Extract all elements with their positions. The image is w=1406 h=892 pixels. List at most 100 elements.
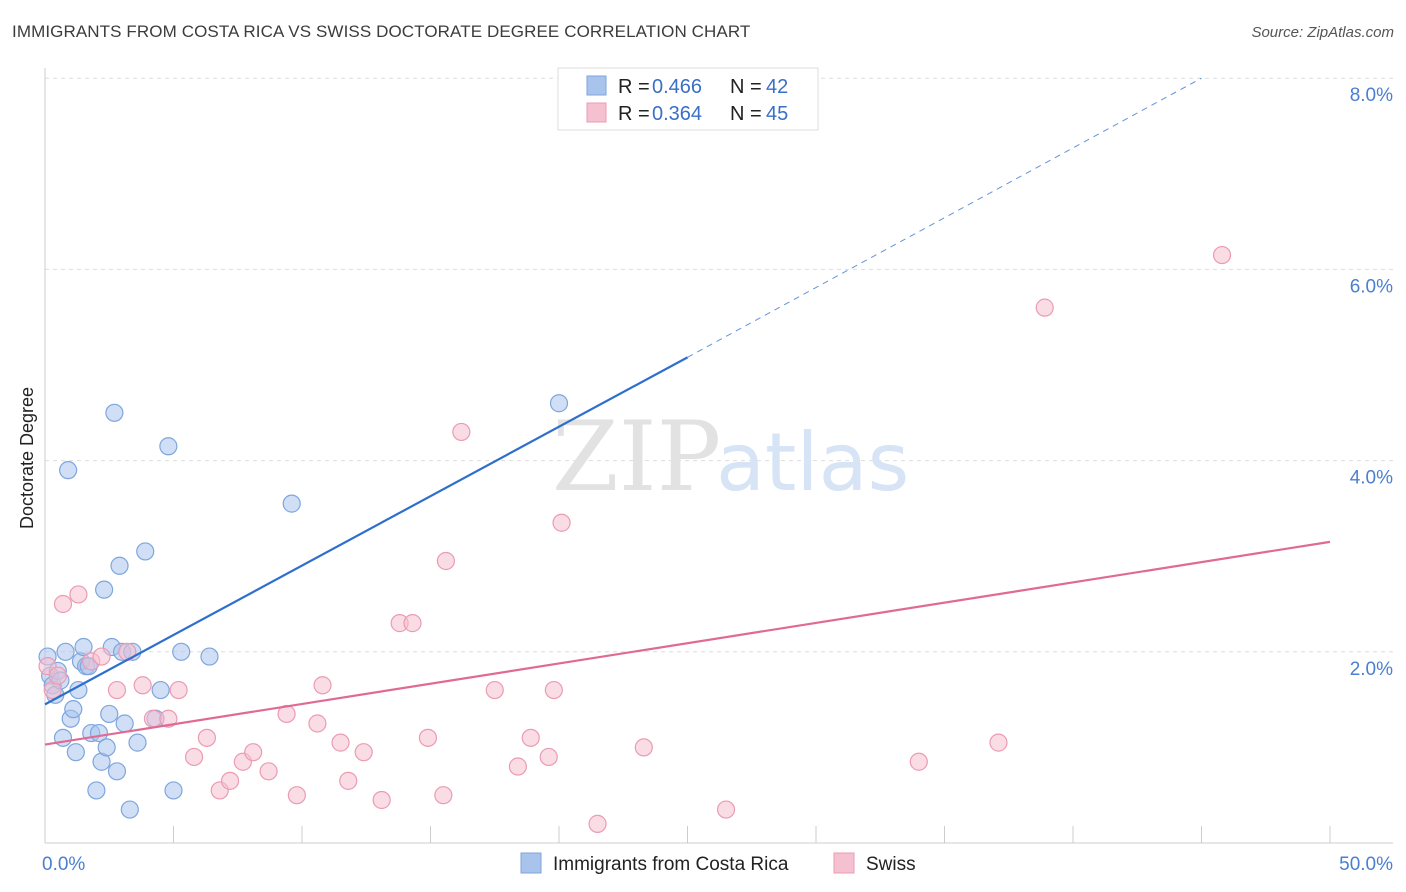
x-tick-label-1: 50.0% (1339, 854, 1393, 875)
source-credit: Source: ZipAtlas.com (1251, 24, 1394, 41)
point-pink-23 (313, 676, 332, 695)
point-pink-14 (197, 728, 217, 747)
point-pink-12 (169, 680, 188, 700)
point-pink-24 (331, 733, 350, 752)
point-pink-11 (159, 709, 178, 728)
point-pink-18 (244, 743, 263, 762)
legend-swatch-blue (586, 75, 607, 96)
point-pink-27 (372, 790, 391, 810)
point-pink-32 (436, 551, 456, 571)
legend-r-label-pink: R = (618, 103, 650, 125)
legend-r-value-blue: 0.466 (652, 76, 702, 98)
y-tick-label-8: 8.0% (1350, 85, 1393, 106)
point-blue-33 (136, 542, 155, 561)
point-pink-2 (48, 666, 67, 685)
y-axis-label: Doctorate Degree (17, 387, 37, 529)
point-pink-6 (92, 647, 111, 666)
legend-n-label-pink: N = (730, 103, 762, 125)
point-blue-29 (115, 714, 134, 733)
gridlines (45, 77, 1393, 653)
trend-lines (44, 77, 1331, 746)
trend-line-pink (44, 540, 1331, 746)
point-pink-37 (539, 747, 558, 767)
point-pink-4 (69, 585, 88, 604)
y-tick-label-6: 6.0% (1350, 276, 1393, 297)
trend-line-blue (44, 356, 689, 706)
point-blue-39 (200, 647, 219, 666)
point-pink-36 (521, 728, 540, 747)
bottom-legend-label-pink: Swiss (866, 854, 916, 875)
legend-r-value-pink: 0.364 (652, 103, 702, 125)
point-pink-41 (634, 738, 653, 757)
trend-line-blue-extension (687, 77, 1202, 358)
point-blue-41 (549, 394, 569, 413)
point-pink-26 (354, 743, 373, 762)
point-blue-30 (120, 800, 139, 819)
point-pink-39 (552, 513, 571, 532)
point-pink-34 (485, 680, 504, 700)
legend-r-label-blue: R = (618, 76, 650, 98)
point-blue-32 (128, 733, 147, 752)
y-tick-label-2: 2.0% (1350, 659, 1393, 680)
legend-n-value-blue: 42 (766, 76, 788, 98)
legend-n-value-pink: 45 (766, 103, 788, 125)
point-pink-21 (287, 786, 306, 805)
x-tick-label-0: 0.0% (42, 854, 85, 875)
point-blue-35 (151, 680, 170, 700)
point-blue-11 (66, 743, 85, 762)
point-pink-44 (989, 733, 1008, 752)
point-blue-6 (53, 728, 73, 747)
x-tick-labels: 0.0% 50.0% (42, 854, 1393, 875)
point-pink-43 (909, 752, 928, 771)
point-pink-40 (588, 814, 607, 833)
point-blue-22 (97, 738, 116, 757)
point-pink-33 (452, 422, 471, 442)
series-swiss-points (38, 245, 1232, 833)
chart-title: IMMIGRANTS FROM COSTA RICA VS SWISS DOCT… (12, 22, 751, 41)
point-pink-3 (53, 594, 73, 614)
point-pink-30 (418, 728, 438, 747)
point-blue-14 (74, 637, 93, 657)
point-blue-21 (95, 580, 114, 599)
y-tick-labels: 2.0% 4.0% 6.0% 8.0% (1350, 85, 1393, 680)
bottom-legend: Immigrants from Costa Rica Swiss (520, 852, 916, 875)
point-blue-40 (282, 494, 301, 513)
watermark-atlas: atlas (716, 416, 909, 509)
point-pink-35 (508, 757, 527, 776)
point-pink-25 (339, 771, 358, 790)
point-pink-42 (716, 800, 736, 819)
point-pink-46 (1212, 245, 1232, 265)
point-pink-29 (403, 614, 422, 633)
point-pink-22 (308, 714, 327, 733)
legend: R = 0.466 N = 42 R = 0.364 N = 45 (557, 67, 819, 131)
point-pink-9 (133, 676, 152, 695)
point-blue-10 (64, 700, 83, 719)
point-pink-38 (544, 680, 563, 700)
legend-n-label-blue: N = (730, 76, 762, 98)
point-pink-16 (220, 771, 240, 790)
y-tick-label-4: 4.0% (1350, 468, 1393, 489)
point-pink-31 (434, 786, 453, 805)
point-blue-38 (172, 642, 191, 661)
point-blue-7 (56, 642, 75, 661)
bottom-legend-label-blue: Immigrants from Costa Rica (553, 854, 789, 875)
point-blue-25 (105, 403, 124, 422)
bottom-legend-swatch-blue (520, 852, 542, 874)
point-blue-18 (87, 781, 106, 800)
point-blue-23 (100, 704, 119, 724)
point-blue-26 (107, 762, 127, 781)
point-pink-10 (143, 709, 163, 728)
point-blue-27 (110, 556, 129, 575)
point-blue-37 (164, 781, 183, 800)
watermark: ZIP atlas (552, 401, 909, 513)
point-blue-8 (59, 461, 78, 480)
legend-swatch-pink (586, 102, 607, 123)
point-pink-7 (107, 680, 127, 700)
point-blue-36 (159, 437, 178, 456)
point-pink-19 (259, 762, 278, 781)
series-costa-rica-points (38, 394, 569, 819)
point-pink-45 (1035, 298, 1054, 317)
bottom-legend-swatch-pink (833, 852, 855, 874)
point-pink-13 (184, 747, 204, 767)
